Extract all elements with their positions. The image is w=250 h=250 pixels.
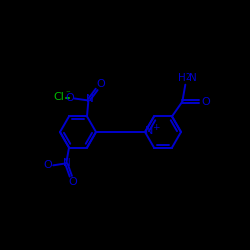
Text: O: O xyxy=(96,80,105,90)
Text: O: O xyxy=(201,97,210,107)
Text: N: N xyxy=(86,94,93,104)
Text: O: O xyxy=(69,177,78,187)
Text: 2: 2 xyxy=(186,73,191,82)
Text: N: N xyxy=(190,73,197,83)
Text: ⁻: ⁻ xyxy=(65,89,70,98)
Text: N: N xyxy=(63,158,71,168)
Text: H: H xyxy=(178,73,186,83)
Text: Cl: Cl xyxy=(53,92,64,102)
Text: O: O xyxy=(44,160,52,170)
Text: O: O xyxy=(65,94,74,104)
Text: N: N xyxy=(145,126,153,136)
Text: +: + xyxy=(152,122,160,132)
